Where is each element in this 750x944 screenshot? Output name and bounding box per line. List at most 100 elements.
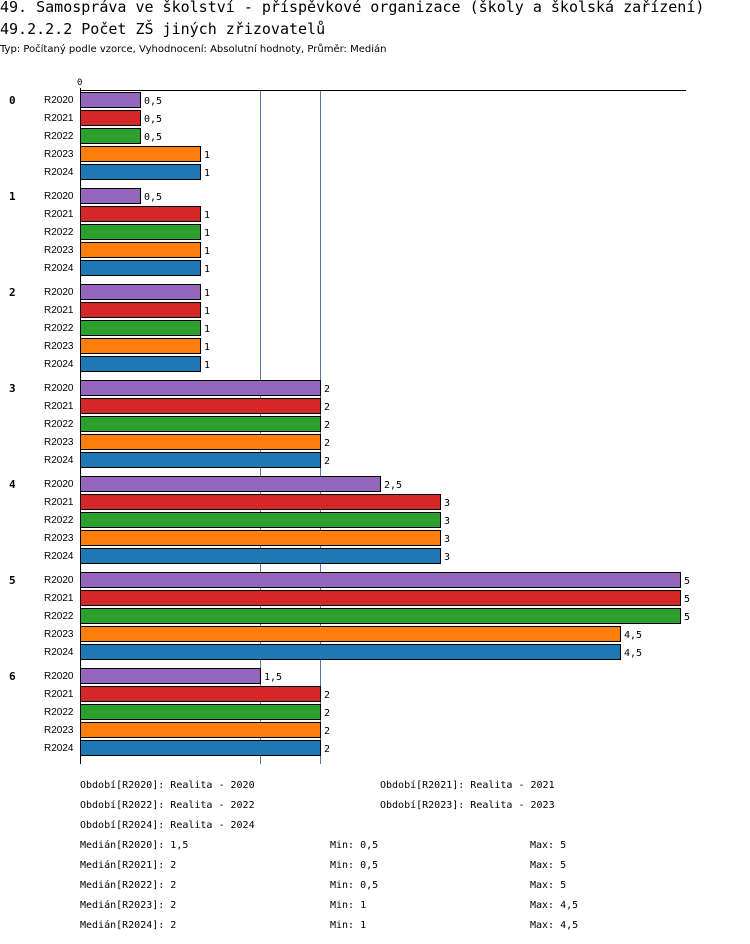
chart-subtitle: 49.2.2.2 Počet ZŠ jiných zřizovatelů bbox=[0, 20, 326, 38]
legend-min: Min: 0,5 bbox=[330, 840, 379, 851]
legend-period: Období[R2022]: Realita - 2022 bbox=[80, 800, 255, 811]
bar bbox=[80, 668, 261, 684]
series-label: R2020 bbox=[44, 671, 74, 682]
legend-max: Max: 5 bbox=[530, 840, 567, 851]
data-label: 1 bbox=[204, 228, 210, 239]
data-label: 4,5 bbox=[624, 648, 642, 659]
series-label: R2024 bbox=[44, 263, 74, 274]
bar bbox=[80, 92, 141, 108]
bar bbox=[80, 494, 441, 510]
legend-median: Medián[R2023]: 2 bbox=[80, 900, 177, 911]
data-label: 2 bbox=[324, 402, 330, 413]
data-label: 2 bbox=[324, 726, 330, 737]
data-label: 2 bbox=[324, 384, 330, 395]
legend-max: Max: 4,5 bbox=[530, 920, 579, 931]
data-label: 3 bbox=[444, 498, 450, 509]
category-label: 0 bbox=[9, 94, 16, 107]
series-label: R2024 bbox=[44, 359, 74, 370]
series-label: R2021 bbox=[44, 497, 74, 508]
bar bbox=[80, 704, 321, 720]
bar bbox=[80, 626, 621, 642]
legend-period: Období[R2021]: Realita - 2021 bbox=[380, 780, 555, 791]
data-label: 0,5 bbox=[144, 96, 162, 107]
bar bbox=[80, 206, 201, 222]
legend-median: Medián[R2024]: 2 bbox=[80, 920, 177, 931]
series-label: R2024 bbox=[44, 167, 74, 178]
data-label: 2 bbox=[324, 420, 330, 431]
data-label: 2 bbox=[324, 690, 330, 701]
data-label: 1 bbox=[204, 342, 210, 353]
bar bbox=[80, 356, 201, 372]
bar bbox=[80, 398, 321, 414]
data-label: 2 bbox=[324, 708, 330, 719]
series-label: R2020 bbox=[44, 479, 74, 490]
data-label: 1 bbox=[204, 168, 210, 179]
bar bbox=[80, 380, 321, 396]
data-label: 1 bbox=[204, 210, 210, 221]
data-label: 2,5 bbox=[384, 480, 402, 491]
legend-max: Max: 5 bbox=[530, 880, 567, 891]
bar bbox=[80, 320, 201, 336]
bar bbox=[80, 128, 141, 144]
bar bbox=[80, 686, 321, 702]
series-label: R2021 bbox=[44, 305, 74, 316]
x-tick-label: 0 bbox=[77, 78, 82, 88]
legend-median: Medián[R2021]: 2 bbox=[80, 860, 177, 871]
series-label: R2023 bbox=[44, 725, 74, 736]
series-label: R2020 bbox=[44, 287, 74, 298]
legend-period: Období[R2020]: Realita - 2020 bbox=[80, 780, 255, 791]
data-label: 1 bbox=[204, 288, 210, 299]
bar bbox=[80, 302, 201, 318]
legend-max: Max: 5 bbox=[530, 860, 567, 871]
series-label: R2020 bbox=[44, 191, 74, 202]
bar bbox=[80, 512, 441, 528]
data-label: 1 bbox=[204, 306, 210, 317]
bar bbox=[80, 644, 621, 660]
bar bbox=[80, 164, 201, 180]
data-label: 5 bbox=[684, 594, 690, 605]
series-label: R2024 bbox=[44, 455, 74, 466]
bar bbox=[80, 608, 681, 624]
data-label: 3 bbox=[444, 516, 450, 527]
series-label: R2024 bbox=[44, 647, 74, 658]
bar bbox=[80, 572, 681, 588]
data-label: 2 bbox=[324, 456, 330, 467]
data-label: 1 bbox=[204, 324, 210, 335]
legend-min: Min: 1 bbox=[330, 900, 367, 911]
data-label: 0,5 bbox=[144, 192, 162, 203]
legend-median: Medián[R2022]: 2 bbox=[80, 880, 177, 891]
bar bbox=[80, 452, 321, 468]
data-label: 1 bbox=[204, 150, 210, 161]
data-label: 2 bbox=[324, 438, 330, 449]
bar bbox=[80, 434, 321, 450]
legend-min: Min: 0,5 bbox=[330, 860, 379, 871]
legend-max: Max: 4,5 bbox=[530, 900, 579, 911]
bar-chart: 0 0 R2020 0,5 R2021 0,5 R2022 0,5 R2023 1 R2024 1 1 R… bbox=[9, 78, 690, 764]
series-label: R2024 bbox=[44, 551, 74, 562]
bar bbox=[80, 188, 141, 204]
category-label: 6 bbox=[9, 670, 16, 683]
series-label: R2023 bbox=[44, 629, 74, 640]
bar bbox=[80, 146, 201, 162]
data-label: 5 bbox=[684, 576, 690, 587]
bar bbox=[80, 110, 141, 126]
series-label: R2023 bbox=[44, 533, 74, 544]
bar bbox=[80, 722, 321, 738]
legend-median: Medián[R2020]: 1,5 bbox=[80, 840, 189, 851]
data-label: 1,5 bbox=[264, 672, 282, 683]
series-label: R2022 bbox=[44, 419, 74, 430]
series-label: R2020 bbox=[44, 383, 74, 394]
data-label: 1 bbox=[204, 264, 210, 275]
category-label: 1 bbox=[9, 190, 16, 203]
category-label: 3 bbox=[9, 382, 16, 395]
series-label: R2020 bbox=[44, 575, 74, 586]
bar bbox=[80, 242, 201, 258]
series-label: R2021 bbox=[44, 113, 74, 124]
bar bbox=[80, 530, 441, 546]
bar bbox=[80, 416, 321, 432]
series-label: R2021 bbox=[44, 689, 74, 700]
series-label: R2023 bbox=[44, 437, 74, 448]
bar bbox=[80, 260, 201, 276]
data-label: 0,5 bbox=[144, 132, 162, 143]
series-label: R2021 bbox=[44, 209, 74, 220]
